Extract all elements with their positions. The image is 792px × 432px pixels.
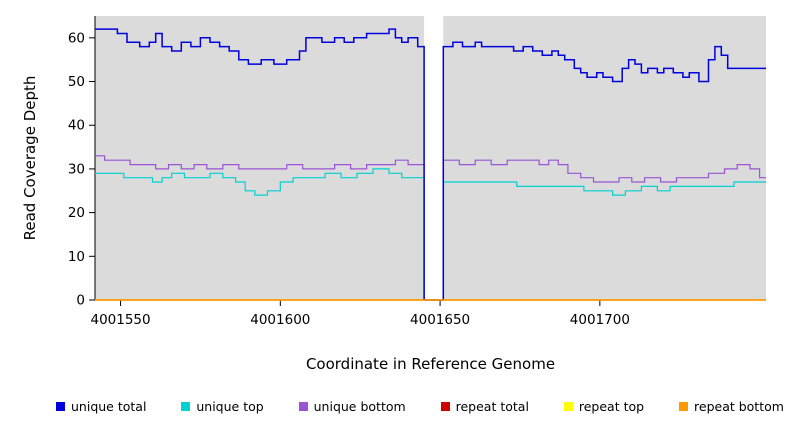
- legend-label: unique bottom: [313, 399, 406, 414]
- legend-item-repeat-total: repeat total: [440, 399, 529, 414]
- legend-item-repeat-top: repeat top: [563, 399, 645, 414]
- legend-item-unique-total: unique total: [56, 399, 146, 414]
- y-tick-label: 50: [68, 74, 85, 90]
- y-tick-label: 40: [68, 118, 85, 134]
- legend-label: unique total: [71, 399, 147, 414]
- legend-item-unique-top: unique top: [181, 399, 264, 414]
- series-line-unique-top: [95, 168, 766, 301]
- y-axis-title: Read Coverage Depth: [21, 75, 39, 241]
- x-tick-label: 4001700: [570, 312, 630, 328]
- no-data-gap-band: [424, 14, 444, 300]
- x-tick-label: 4001650: [410, 312, 470, 328]
- legend-label: repeat bottom: [694, 399, 784, 414]
- y-tick-label: 10: [68, 249, 85, 265]
- legend: unique total unique top unique bottom repea…: [56, 399, 784, 414]
- legend-label: repeat total: [455, 399, 529, 414]
- y-tick-label: 0: [76, 293, 85, 309]
- legend-item-unique-bottom: unique bottom: [298, 399, 406, 414]
- y-tick-label: 60: [68, 30, 85, 46]
- y-tick-label: 20: [68, 205, 85, 221]
- series-line-unique-total: [95, 28, 766, 301]
- legend-swatch-icon: [298, 402, 308, 411]
- legend-swatch-icon: [679, 402, 689, 411]
- coverage-plot: 4001550 4001600 4001650 4001700 0 10 20 30 40 50 6…: [68, 14, 766, 328]
- legend-label: unique top: [196, 399, 264, 414]
- legend-swatch-icon: [440, 402, 450, 411]
- legend-swatch-icon: [181, 402, 191, 411]
- legend-label: repeat top: [578, 399, 645, 414]
- legend-swatch-icon: [563, 402, 573, 411]
- legend-swatch-icon: [56, 402, 65, 411]
- x-tick-label: 4001600: [250, 312, 310, 328]
- y-tick-label: 30: [68, 161, 85, 177]
- legend-item-repeat-bottom: repeat bottom: [679, 399, 784, 414]
- x-axis-title: Coordinate in Reference Genome: [305, 355, 556, 373]
- x-tick-label: 4001550: [90, 312, 150, 328]
